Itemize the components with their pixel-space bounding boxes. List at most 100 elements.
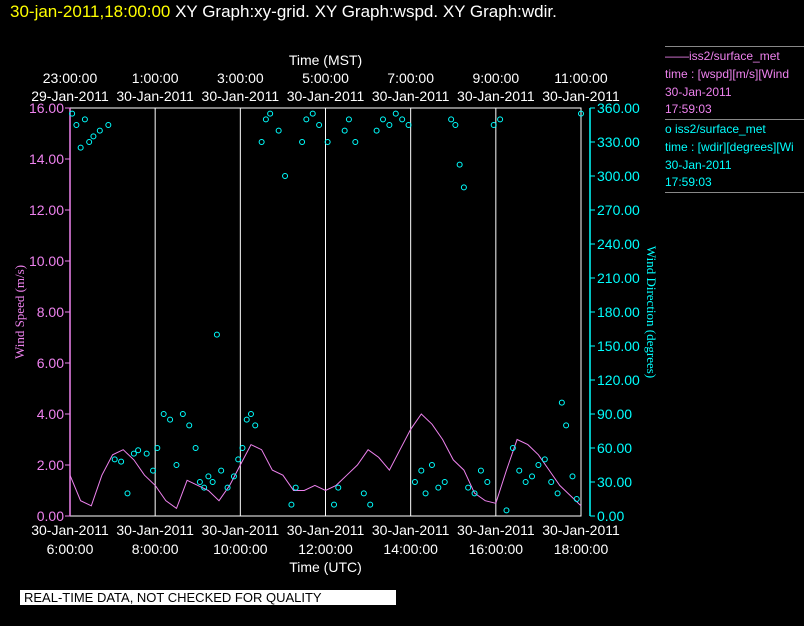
wind-direction-point: [386, 122, 393, 128]
wind-direction-point: [452, 122, 459, 128]
bottom-axis-title: Time (UTC): [289, 559, 362, 575]
top-axis-title: Time (MST): [289, 52, 362, 68]
wind-direction-point: [205, 473, 212, 480]
wind-direction-point: [573, 496, 580, 502]
title-timestamp: 30-jan-2011,18:00:00: [10, 2, 171, 21]
wind-direction-point: [235, 456, 242, 463]
y-right-tick-label: 330.00: [597, 134, 640, 150]
wind-direction-point: [224, 484, 231, 491]
wind-direction-point: [535, 462, 542, 468]
legend-wspd-time: 17:59:03: [665, 102, 712, 116]
legend-separator: [665, 46, 804, 47]
wind-direction-point: [558, 399, 565, 406]
wind-direction-point: [303, 116, 310, 123]
wind-direction-point: [465, 484, 472, 491]
wind-direction-point: [173, 462, 180, 468]
wind-direction-point: [392, 110, 399, 117]
y-right-tick-label: 210.00: [597, 270, 640, 286]
wind-direction-point: [554, 490, 561, 497]
y-right-tick-label: 60.00: [597, 440, 632, 456]
wind-direction-point: [541, 456, 548, 463]
wind-direction-point: [179, 411, 186, 417]
wind-direction-point: [230, 473, 237, 480]
top-tick-label-time: 9:00:00: [472, 70, 519, 86]
legend-wspd-name: ——iss2/surface_met: [665, 49, 780, 63]
top-tick-label-time: 7:00:00: [387, 70, 434, 86]
wind-direction-point: [471, 490, 478, 497]
legend-wdir-date: 30-Jan-2011: [665, 158, 732, 172]
wind-direction-point: [490, 122, 497, 128]
wind-direction-point: [243, 416, 250, 423]
x-tick-label-time: 8:00:00: [132, 541, 179, 557]
wind-direction-point: [522, 479, 529, 485]
x-tick-label-date: 30-Jan-2011: [287, 522, 365, 538]
wind-direction-point: [130, 450, 137, 457]
wind-direction-point: [299, 139, 306, 145]
top-tick-label-date: 30-Jan-2011: [457, 88, 535, 104]
wind-direction-point: [218, 467, 225, 474]
wind-direction-point: [209, 479, 216, 485]
x-tick-label-time: 18:00:00: [554, 541, 609, 557]
y-right-tick-label: 30.00: [597, 474, 632, 490]
wind-direction-point: [201, 484, 208, 491]
x-tick-label-time: 6:00:00: [47, 541, 94, 557]
y-left-tick-label: 8.00: [37, 304, 64, 320]
y-left-tick-label: 2.00: [37, 457, 64, 473]
wind-direction-point: [292, 484, 299, 491]
y-left-tick-label: 4.00: [37, 406, 64, 422]
wind-direction-point: [105, 122, 112, 128]
y-right-tick-label: 180.00: [597, 304, 640, 320]
y-left-tick-label: 0.00: [37, 508, 64, 524]
wind-direction-point: [529, 473, 536, 480]
wind-direction-point: [484, 479, 491, 485]
wind-direction-point: [73, 122, 80, 128]
wind-direction-point: [360, 490, 367, 497]
top-tick-label-time: 1:00:00: [132, 70, 179, 86]
wind-direction-point: [411, 479, 418, 485]
y-right-tick-label: 90.00: [597, 406, 632, 422]
x-tick-label-date: 30-Jan-2011: [542, 522, 620, 538]
y-right-tick-label: 0.00: [597, 508, 624, 524]
y-right-tick-label: 270.00: [597, 202, 640, 218]
wind-direction-point: [275, 127, 282, 134]
wind-direction-point: [373, 127, 380, 134]
wind-direction-point: [267, 110, 274, 117]
top-tick-label-time: 5:00:00: [302, 70, 349, 86]
wind-direction-point: [167, 416, 174, 423]
wind-direction-point: [213, 331, 220, 338]
x-tick-label-date: 30-Jan-2011: [116, 522, 194, 538]
legend-wspd-field: time : [wspd][m/s][Wind: [665, 67, 790, 81]
wind-direction-point: [282, 173, 289, 179]
wind-direction-point: [477, 467, 484, 474]
wind-direction-point: [405, 122, 412, 128]
wind-direction-point: [111, 456, 118, 463]
y-right-tick-label: 240.00: [597, 236, 640, 252]
y-right-axis-title: Wind Direction (degrees): [644, 246, 659, 378]
wind-direction-point: [324, 139, 331, 145]
y-left-tick-label: 14.00: [29, 151, 64, 167]
top-tick-label-date: 30-Jan-2011: [542, 88, 620, 104]
wind-direction-point: [563, 422, 570, 429]
wind-direction-point: [448, 116, 455, 123]
x-tick-label-time: 16:00:00: [469, 541, 524, 557]
wind-direction-point: [435, 484, 442, 491]
wind-direction-point: [441, 479, 448, 485]
top-tick-label-date: 30-Jan-2011: [287, 88, 365, 104]
chart-title: 30-jan-2011,18:00:00 XY Graph:xy-grid. X…: [10, 2, 557, 22]
wind-direction-point: [352, 139, 359, 145]
wind-direction-point: [90, 133, 97, 140]
y-left-tick-label: 6.00: [37, 355, 64, 371]
wind-direction-point: [428, 462, 435, 468]
y-left-tick-label: 12.00: [29, 202, 64, 218]
legend-wdir-name: o iss2/surface_met: [665, 122, 766, 136]
y-right-tick-label: 300.00: [597, 168, 640, 184]
wind-direction-point: [192, 445, 199, 451]
wind-direction-point: [456, 161, 463, 168]
top-tick-label-date: 30-Jan-2011: [372, 88, 450, 104]
x-tick-label-date: 30-Jan-2011: [372, 522, 450, 538]
wind-direction-point: [460, 184, 467, 191]
wind-direction-point: [154, 445, 161, 451]
wind-direction-point: [367, 501, 374, 508]
wind-direction-point: [135, 447, 142, 454]
